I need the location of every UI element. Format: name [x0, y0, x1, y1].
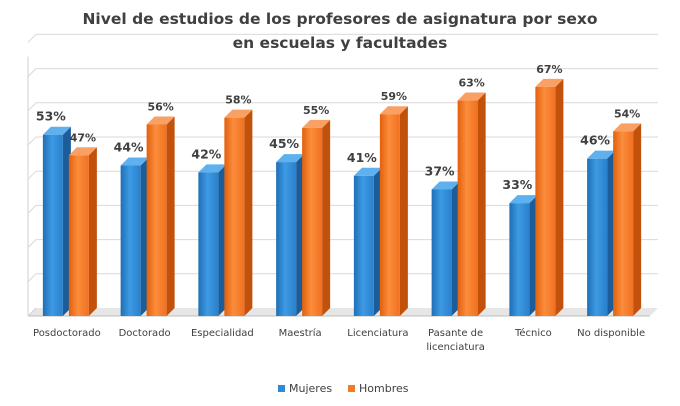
legend: Mujeres Hombres: [278, 382, 409, 395]
bar-hombres-maestria: [302, 119, 331, 317]
category-label-no-disponible: No disponible: [577, 328, 645, 339]
bar-hombres-tecnico: [535, 78, 564, 316]
legend-label-mujeres: Mujeres: [289, 382, 332, 395]
bar-hombres-licenciatura: [379, 106, 408, 316]
bar-hombres-pasante-de-licenciatura: [457, 92, 486, 316]
category-label-especialidad: Especialidad: [191, 328, 254, 339]
category-label-doctorado: Doctorado: [119, 328, 171, 339]
category-label-tecnico: Técnico: [514, 327, 552, 339]
bar-hombres-no-disponible: [613, 123, 642, 316]
gridline: [27, 33, 658, 43]
bar-hombres-especialidad: [224, 109, 253, 316]
plot-area: 53% 47% Posdoctorado 44% 56% Doctorado 42% 58% E…: [27, 33, 658, 353]
gridline: [27, 136, 658, 146]
data-label-hombres-maestria: 55%: [303, 104, 329, 117]
category-label-licenciatura: Licenciatura: [347, 328, 408, 339]
gridline: [27, 102, 658, 112]
bar-hombres-posdoctorado: [68, 147, 97, 316]
category-label-posdoctorado: Posdoctorado: [33, 328, 101, 339]
category-label-maestria: Maestría: [279, 327, 322, 339]
gridline: [27, 68, 658, 77]
data-label-hombres-pasante-de-licenciatura: 63%: [458, 77, 484, 90]
data-label-hombres-licenciatura: 59%: [381, 90, 407, 103]
bar-mujeres-licenciatura: [353, 167, 382, 316]
chart-floor: [28, 308, 658, 316]
data-label-hombres-doctorado: 56%: [147, 100, 173, 113]
data-label-mujeres-posdoctorado: 53%: [36, 109, 66, 124]
data-label-mujeres-licenciatura: 41%: [347, 150, 377, 165]
bar-mujeres-tecnico: [509, 195, 538, 316]
legend-swatch-hombres: [348, 385, 355, 392]
chart-title-line-1: Nivel de estudios de los profesores de a…: [82, 10, 597, 28]
category-label-pasante-de-licenciatura: Pasante de licenciatura: [426, 328, 484, 353]
data-label-mujeres-especialidad: 42%: [191, 146, 221, 161]
y-axis-depth: [27, 307, 37, 317]
data-label-hombres-tecnico: 67%: [536, 63, 562, 76]
bar-mujeres-doctorado: [120, 157, 149, 316]
data-label-hombres-especialidad: 58%: [225, 94, 251, 107]
bar-mujeres-maestria: [276, 154, 305, 316]
data-label-mujeres-pasante-de-licenciatura: 37%: [425, 163, 455, 178]
gridline: [27, 170, 658, 180]
legend-label-hombres: Hombres: [359, 382, 409, 395]
bar-mujeres-no-disponible: [587, 150, 616, 316]
chart-title-line-2: en escuelas y facultades: [233, 34, 448, 52]
data-label-mujeres-no-disponible: 46%: [580, 133, 610, 148]
data-label-mujeres-maestria: 45%: [269, 136, 299, 151]
bar-mujeres-especialidad: [198, 164, 227, 316]
data-label-mujeres-doctorado: 44%: [114, 140, 144, 155]
bar-mujeres-posdoctorado: [42, 126, 71, 317]
data-label-hombres-no-disponible: 54%: [614, 107, 640, 120]
data-label-hombres-posdoctorado: 47%: [70, 131, 96, 144]
bar-hombres-doctorado: [146, 116, 175, 316]
data-label-mujeres-tecnico: 33%: [502, 177, 532, 192]
legend-swatch-mujeres: [278, 385, 285, 392]
bar-mujeres-pasante-de-licenciatura: [431, 181, 460, 316]
